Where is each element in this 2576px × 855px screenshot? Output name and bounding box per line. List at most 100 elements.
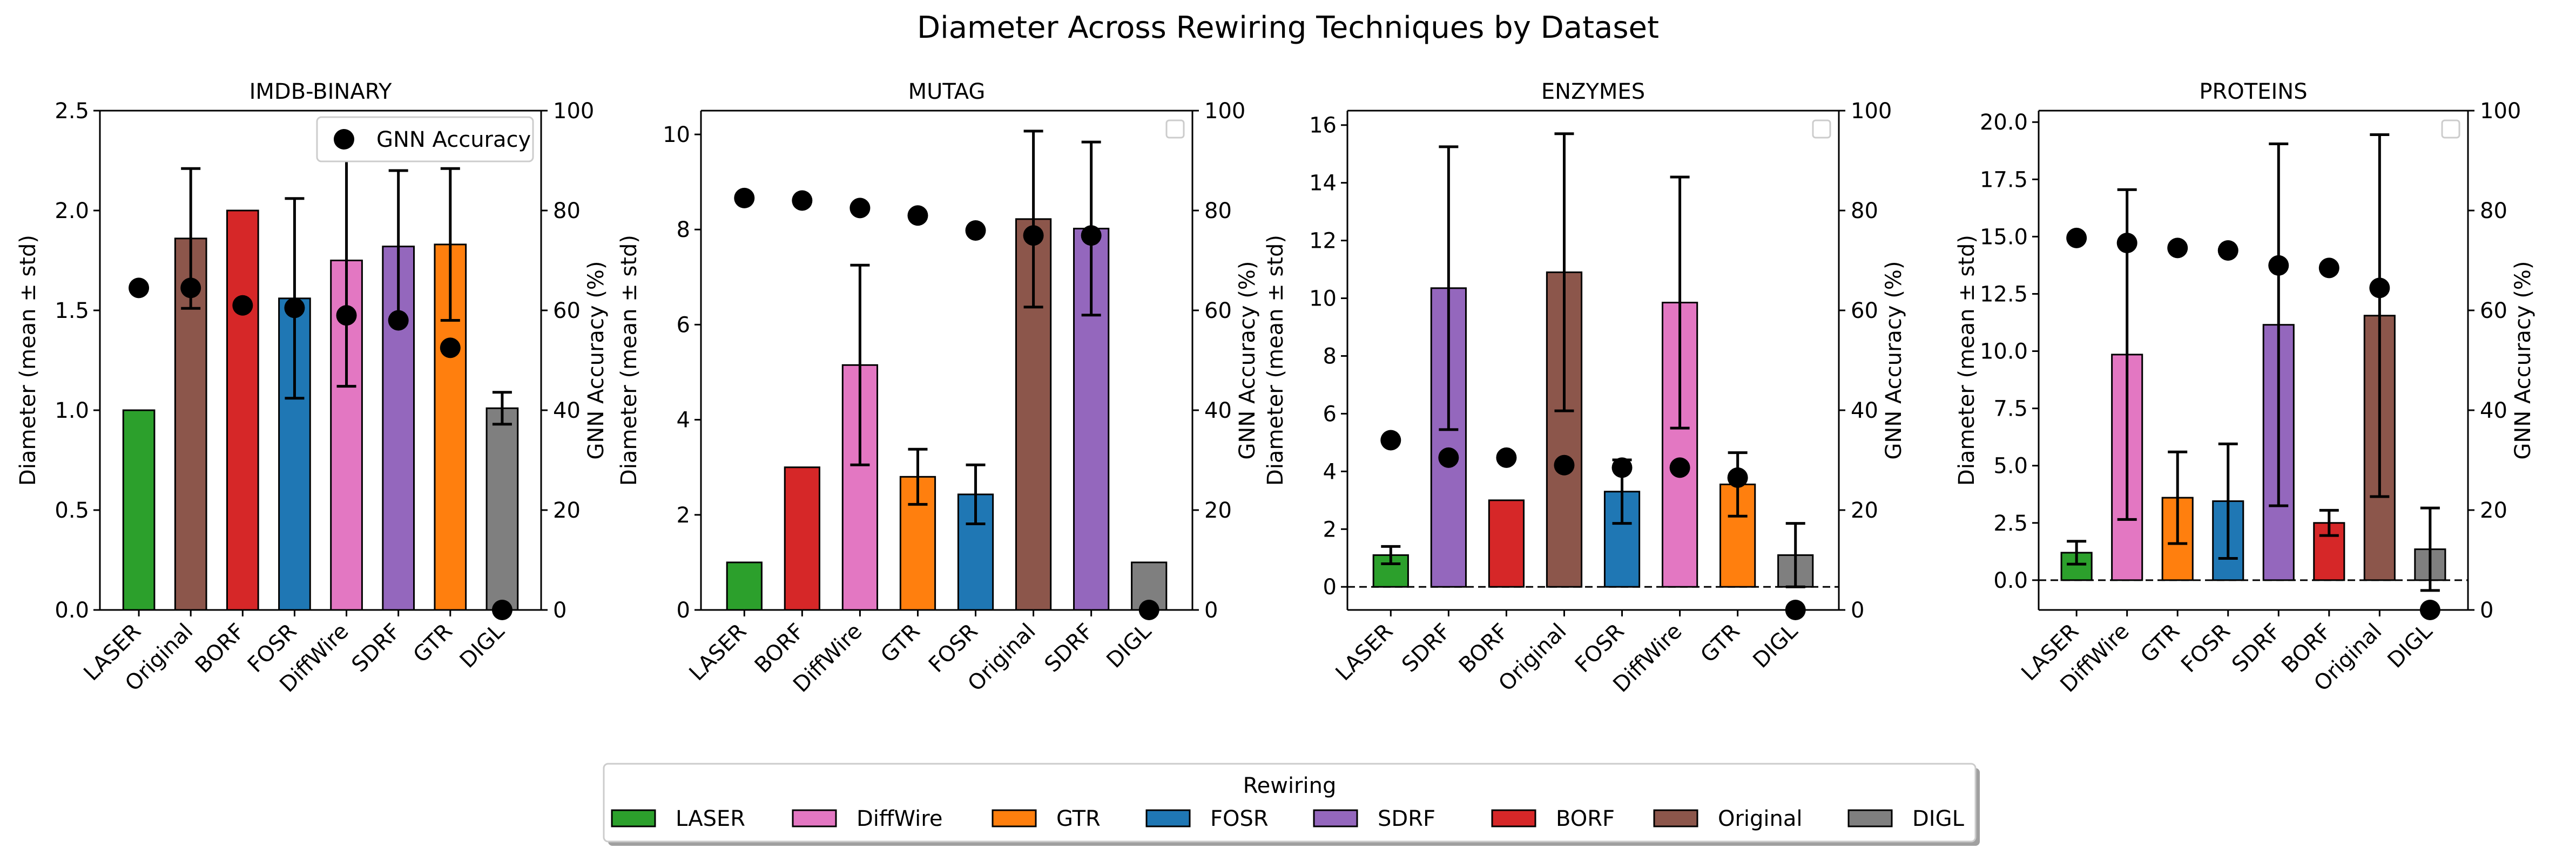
error-bar-laser	[2067, 540, 2087, 566]
y-tick-label: 0	[677, 598, 690, 623]
y2-tick-label: 0	[1851, 598, 1864, 623]
legend-item-borf: BORF	[1491, 806, 1615, 831]
y2-tick-label: 60	[553, 298, 581, 323]
bar-laser	[726, 561, 763, 611]
x-tick-label: SDRF	[1397, 619, 1455, 677]
legend-item-gtr: GTR	[992, 806, 1101, 831]
y-tick-label: 0	[1323, 575, 1337, 600]
legend-swatch	[792, 809, 837, 827]
y2-tick-label: 80	[2480, 199, 2507, 223]
y2-tick-label: 20	[1204, 498, 1232, 523]
legend-label: FOSR	[1210, 806, 1269, 831]
panel-title: IMDB-BINARY	[249, 79, 392, 104]
error-bar-fosr	[2218, 442, 2238, 560]
y2-tick-label: 20	[2480, 498, 2507, 523]
bar-borf	[226, 209, 259, 611]
legend-swatch	[1653, 809, 1698, 827]
y-tick-label: 20.0	[1980, 110, 2028, 135]
y2-axis-label: GNN Accuracy (%)	[2511, 261, 2535, 459]
legend-label: LASER	[676, 806, 745, 831]
accuracy-point-sdrf	[388, 310, 409, 331]
y2-tick-label: 80	[553, 199, 581, 223]
y-tick-label: 8	[1323, 344, 1337, 369]
accuracy-point-fosr	[1611, 457, 1633, 478]
error-bar-gtr	[908, 447, 928, 506]
accuracy-point-diffwire	[2116, 233, 2137, 254]
accuracy-point-fosr	[2217, 240, 2238, 261]
y-tick-label: 2.5	[1993, 511, 2028, 536]
accuracy-point-diffwire	[336, 305, 357, 326]
y2-tick-label: 40	[2480, 398, 2507, 423]
accuracy-point-borf	[1496, 447, 1517, 468]
legend-label: DIGL	[1912, 806, 1965, 831]
empty-legend-box	[1165, 119, 1185, 139]
y-tick-label: 16	[1309, 113, 1337, 138]
error-bar-borf	[2319, 508, 2339, 537]
error-bar-laser	[1381, 545, 1401, 565]
x-tick-label: FOSR	[2176, 619, 2235, 678]
y-tick-label: 1.5	[55, 298, 89, 323]
y2-tick-label: 20	[553, 498, 581, 523]
y2-tick-label: 100	[2480, 99, 2521, 124]
bar-sdrf	[382, 246, 415, 611]
legend-swatch	[1313, 809, 1358, 827]
bar-borf	[1488, 499, 1525, 588]
y-tick-label: 15.0	[1980, 225, 2028, 249]
error-bar-digl	[2420, 506, 2440, 592]
y2-tick-label: 20	[1851, 498, 1878, 523]
panel-proteins: PROTEINS 0.0 2.5 5.0 7.5 10.0 12.5 15.0 17.5 20.0…	[1954, 79, 2535, 697]
y-tick-label: 2	[1323, 517, 1337, 542]
error-bar-original	[1023, 130, 1043, 309]
y2-tick-label: 40	[1851, 398, 1878, 423]
y-tick-label: 2.0	[55, 199, 89, 223]
accuracy-point-sdrf	[2268, 255, 2289, 276]
y2-tick-label: 0	[553, 598, 567, 623]
y-tick-label: 12.5	[1980, 282, 2028, 307]
y-axis-label: Diameter (mean ± std)	[16, 235, 41, 486]
accuracy-point-diffwire	[849, 198, 871, 219]
accuracy-point-borf	[232, 295, 253, 316]
x-tick-label: DIGL	[2383, 619, 2438, 673]
legend-item-digl: DIGL	[1847, 806, 1965, 831]
y2-axis-label: GNN Accuracy (%)	[1235, 261, 1260, 459]
accuracy-point-gtr	[2167, 238, 2188, 259]
panel-enzymes: ENZYMES 0 2 4 6 8 10 12 14 16 0 20 40 60 80 100 LASERSDR…	[1263, 79, 1906, 697]
legend-item-fosr: FOSR	[1145, 806, 1269, 831]
panel-imdb-binary: IMDB-BINARY 0.0 0.5 1.0 1.5 2.0 2.5 0 20 40 60 80 10…	[16, 79, 609, 697]
legend-swatch	[1145, 809, 1191, 827]
legend-item-laser: LASER	[611, 806, 745, 831]
x-tick-label: SDRF	[347, 619, 406, 677]
y-axis-label: Diameter (mean ± std)	[1263, 235, 1288, 486]
y-tick-label: 0.0	[1993, 568, 2028, 593]
y-tick-label: 10	[1309, 287, 1337, 311]
y-tick-label: 5.0	[1993, 454, 2028, 479]
accuracy-point-laser	[129, 277, 150, 298]
panel-title: MUTAG	[908, 79, 986, 104]
legend-label: Original	[1718, 806, 1803, 831]
y2-tick-label: 60	[2480, 298, 2507, 323]
y-tick-label: 4	[1323, 459, 1337, 484]
y2-axis-label: GNN Accuracy (%)	[1882, 261, 1906, 459]
y2-tick-label: 0	[1204, 598, 1218, 623]
y2-tick-label: 80	[1204, 199, 1232, 223]
panel-mutag: MUTAG0246810020406080100LASERBORFDiffWir…	[617, 79, 1260, 697]
bar-digl	[485, 407, 519, 611]
bar-borf	[784, 466, 820, 611]
x-tick-label: GTR	[876, 619, 925, 668]
y2-tick-label: 0	[2480, 598, 2493, 623]
error-bar-fosr	[966, 463, 986, 526]
y2-tick-label: 40	[1204, 398, 1232, 423]
legend-swatch	[1847, 809, 1893, 827]
legend-label: SDRF	[1378, 806, 1435, 831]
accuracy-point-original	[180, 277, 201, 298]
accuracy-point-sdrf	[1081, 225, 1102, 246]
accuracy-point-gtr	[907, 205, 928, 226]
error-bar-sdrf	[1439, 145, 1459, 431]
y-tick-label: 6	[677, 313, 690, 337]
error-bar-digl	[1785, 522, 1805, 588]
y-tick-label: 1.0	[55, 398, 89, 423]
empty-legend-box	[1812, 119, 1831, 139]
error-bar-gtr	[440, 167, 460, 322]
x-tick-label: LASER	[685, 619, 752, 686]
x-tick-label: GTR	[1696, 619, 1744, 668]
